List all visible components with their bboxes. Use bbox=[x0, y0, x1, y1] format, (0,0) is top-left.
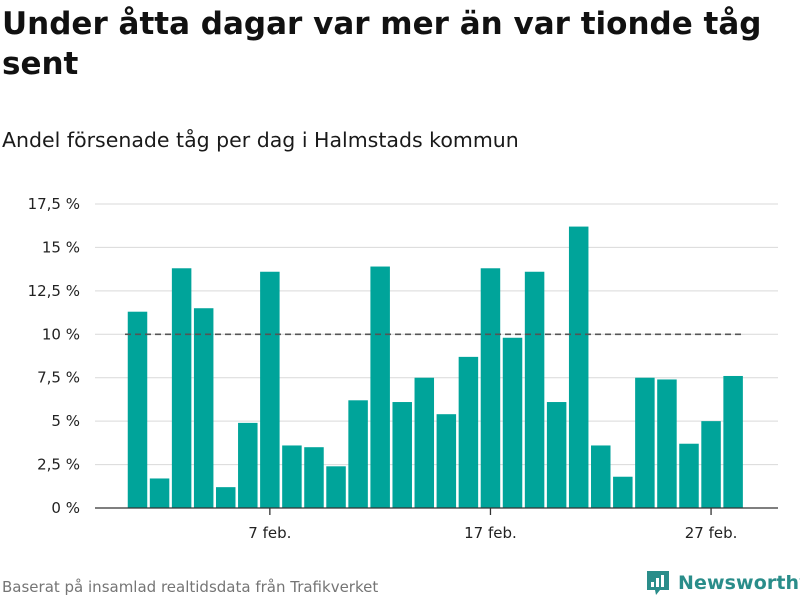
source-note: Baserat på insamlad realtidsdata från Tr… bbox=[2, 578, 379, 596]
y-tick-label: 0 % bbox=[51, 499, 80, 517]
bar bbox=[171, 268, 192, 508]
y-tick-label: 10 % bbox=[42, 325, 80, 343]
bar bbox=[502, 337, 523, 508]
bar bbox=[591, 445, 611, 508]
bar bbox=[723, 375, 743, 508]
chart-title: Under åtta dagar var mer än var tionde t… bbox=[2, 6, 762, 82]
bar-chart: 0 % 2,5 % 5 % 7,5 % 10 % 12,5 % 15 % 17,5 % 7 fe… bbox=[28, 195, 778, 542]
x-tick-label: 27 feb. bbox=[685, 524, 738, 542]
y-tick-label: 5 % bbox=[51, 412, 80, 430]
x-tick-label: 17 feb. bbox=[464, 524, 517, 542]
newsworthy-logo-icon bbox=[647, 571, 669, 595]
y-tick-label: 15 % bbox=[42, 238, 80, 256]
y-tick-label: 2,5 % bbox=[37, 456, 80, 474]
bar bbox=[193, 308, 214, 508]
x-tick-label: 7 feb. bbox=[248, 524, 291, 542]
bar bbox=[480, 268, 501, 508]
bar bbox=[127, 311, 148, 508]
bar bbox=[679, 443, 699, 508]
y-tick-label: 12,5 % bbox=[28, 282, 80, 300]
bar bbox=[613, 476, 633, 508]
bar bbox=[436, 414, 457, 508]
bar bbox=[524, 271, 545, 508]
bar bbox=[149, 478, 170, 508]
bar bbox=[546, 402, 567, 508]
bar bbox=[215, 487, 236, 508]
y-tick-label: 7,5 % bbox=[37, 369, 80, 387]
chart-subtitle: Andel försenade tåg per dag i Halmstads … bbox=[2, 128, 519, 152]
brand-name: Newsworthy bbox=[678, 572, 800, 594]
bar bbox=[701, 421, 721, 508]
bar bbox=[392, 402, 412, 508]
bar bbox=[326, 466, 346, 508]
bar bbox=[370, 266, 390, 508]
bar bbox=[304, 447, 324, 508]
bar bbox=[657, 379, 677, 508]
bar bbox=[568, 226, 589, 508]
y-tick-label: 17,5 % bbox=[28, 195, 80, 213]
bar bbox=[238, 422, 258, 508]
brand-logo[interactable]: Newsworthy bbox=[645, 568, 800, 598]
bar bbox=[348, 400, 368, 508]
bar bbox=[260, 271, 280, 508]
bar bbox=[458, 356, 479, 508]
bar bbox=[282, 445, 302, 508]
bar bbox=[635, 377, 655, 508]
bar bbox=[414, 377, 435, 508]
